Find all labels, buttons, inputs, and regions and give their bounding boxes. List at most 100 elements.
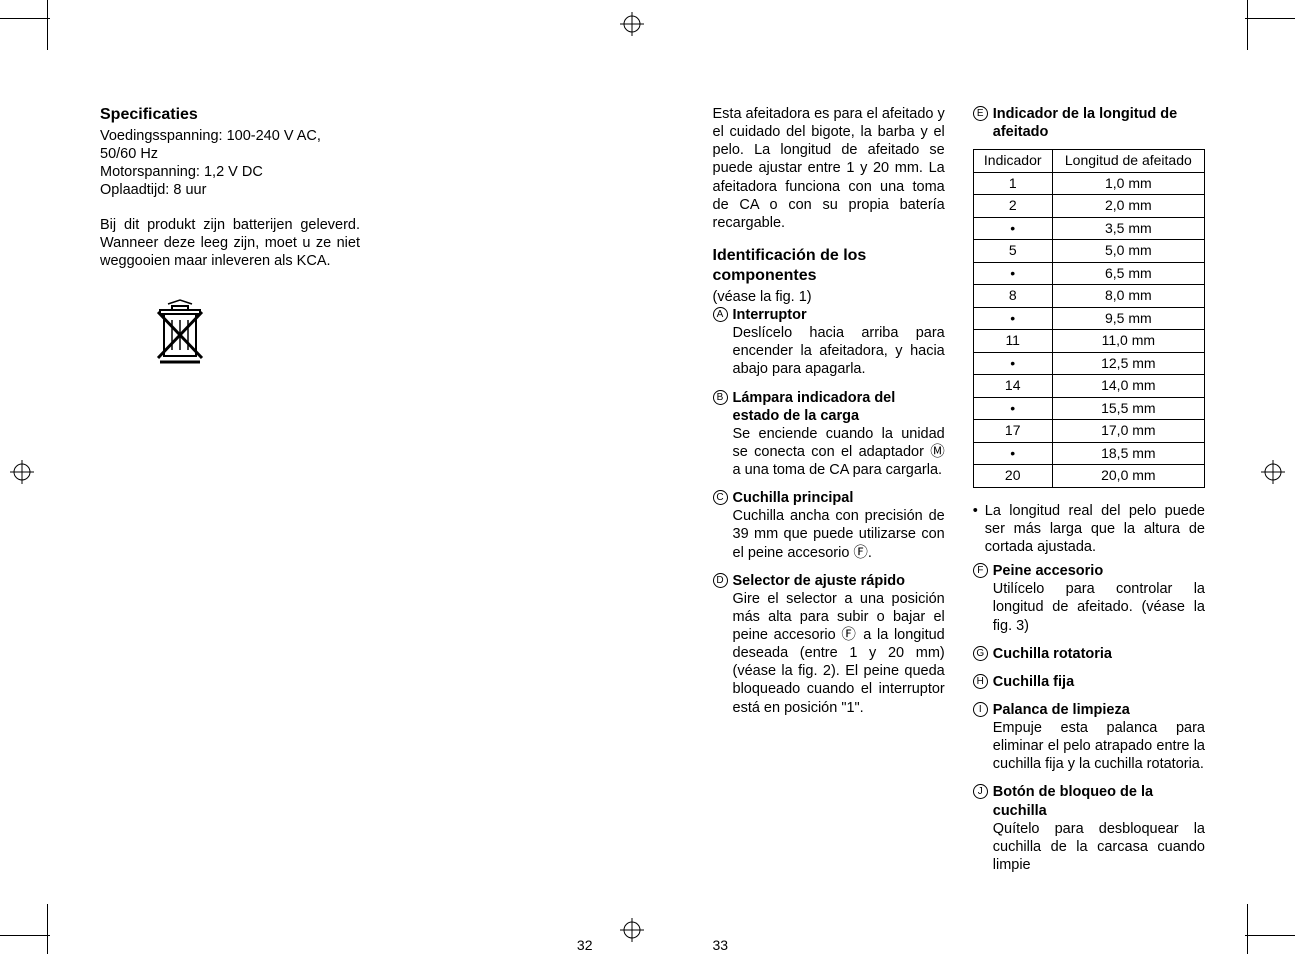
spec-line: Voedingsspanning: 100-240 V AC, 50/60 Hz: [100, 127, 360, 163]
table-cell: 8: [973, 285, 1052, 308]
component-title: Peine accesorio: [993, 563, 1103, 579]
specs-heading: Specificaties: [100, 105, 360, 125]
component-body: Deslícelo hacia arriba para encender la …: [733, 324, 945, 378]
table-row: 55,0 mm: [973, 240, 1204, 263]
component-body: Quítelo para desbloquear la cuchilla de …: [993, 820, 1205, 874]
right-col-1: Esta afeitadora es para el afeitado y el…: [713, 105, 945, 894]
table-cell: 11,0 mm: [1052, 330, 1204, 353]
component-marker: A: [713, 307, 728, 322]
table-row: 22,0 mm: [973, 195, 1204, 218]
table-cell: 18,5 mm: [1052, 442, 1204, 465]
table-header: Indicador: [973, 150, 1052, 173]
page-right: Esta afeitadora es para el afeitado y el…: [653, 105, 1206, 894]
table-cell: 11: [973, 330, 1052, 353]
right-col-2: E Indicador de la longitud de afeitado I…: [973, 105, 1205, 894]
component-item: BLámpara indicadora del estado de la car…: [713, 389, 945, 480]
component-title: Selector de ajuste rápido: [733, 573, 905, 589]
crop-mark: [1245, 18, 1295, 19]
crop-mark: [1247, 904, 1248, 954]
table-row: •15,5 mm: [973, 397, 1204, 420]
table-cell: 17,0 mm: [1052, 420, 1204, 443]
page-number: 33: [713, 937, 729, 954]
component-item: CCuchilla principalCuchilla ancha con pr…: [713, 489, 945, 562]
component-item: DSelector de ajuste rápidoGire el select…: [713, 572, 945, 717]
page-spread: Specificaties Voedingsspanning: 100-240 …: [0, 0, 1295, 954]
table-cell: 20,0 mm: [1052, 465, 1204, 488]
table-cell: 5: [973, 240, 1052, 263]
section-note: (véase la fig. 1): [713, 288, 945, 306]
table-cell: 12,5 mm: [1052, 352, 1204, 375]
table-cell: 1: [973, 172, 1052, 195]
component-body: Cuchilla ancha con precisión de 39 mm qu…: [733, 507, 945, 561]
component-item: IPalanca de limpiezaEmpuje esta palanca …: [973, 701, 1205, 774]
table-row: 2020,0 mm: [973, 465, 1204, 488]
table-cell: •: [973, 217, 1052, 240]
page-left: Specificaties Voedingsspanning: 100-240 …: [100, 105, 653, 894]
component-body: Empuje esta palanca para eliminar el pel…: [993, 719, 1205, 773]
component-item: J Botón de bloqueo de la cuchillaQuítelo …: [973, 783, 1205, 874]
crop-mark: [47, 0, 48, 50]
component-marker: G: [973, 646, 988, 661]
table-cell: 1,0 mm: [1052, 172, 1204, 195]
table-cell: •: [973, 262, 1052, 285]
crop-mark: [1245, 935, 1295, 936]
table-cell: 2: [973, 195, 1052, 218]
component-body: Utilícelo para controlar la longitud de …: [993, 580, 1205, 634]
component-title: Botón de bloqueo de la cuchilla: [993, 784, 1153, 818]
component-title: Cuchilla fija: [993, 674, 1074, 690]
table-row: •6,5 mm: [973, 262, 1204, 285]
component-marker: D: [713, 573, 728, 588]
registration-mark-icon: [620, 918, 644, 942]
table-cell: 2,0 mm: [1052, 195, 1204, 218]
table-cell: •: [973, 442, 1052, 465]
table-row: •12,5 mm: [973, 352, 1204, 375]
table-cell: •: [973, 352, 1052, 375]
table-cell: 8,0 mm: [1052, 285, 1204, 308]
table-row: 1111,0 mm: [973, 330, 1204, 353]
table-header: Longitud de afeitado: [1052, 150, 1204, 173]
table-cell: 17: [973, 420, 1052, 443]
table-cell: 14,0 mm: [1052, 375, 1204, 398]
component-title: Interruptor: [733, 307, 807, 323]
component-marker: E: [973, 106, 988, 121]
crop-mark: [1247, 0, 1248, 50]
component-item: GCuchilla rotatoria: [973, 645, 1205, 663]
table-row: •9,5 mm: [973, 307, 1204, 330]
component-item: A InterruptorDeslícelo hacia arriba para …: [713, 306, 945, 379]
table-cell: 5,0 mm: [1052, 240, 1204, 263]
component-title: Palanca de limpieza: [993, 702, 1130, 718]
component-item: H Cuchilla fija: [973, 673, 1205, 691]
page-number: 32: [577, 937, 593, 954]
component-marker: B: [713, 390, 728, 405]
table-cell: 14: [973, 375, 1052, 398]
registration-mark-icon: [1261, 460, 1285, 484]
table-row: 11,0 mm: [973, 172, 1204, 195]
table-row: •3,5 mm: [973, 217, 1204, 240]
component-marker: J: [973, 784, 988, 799]
recycle-bin-icon: [150, 296, 210, 366]
component-marker: F: [973, 563, 988, 578]
component-body: Se enciende cuando la unidad se conecta …: [733, 425, 945, 479]
intro-paragraph: Esta afeitadora es para el afeitado y el…: [713, 105, 945, 232]
spec-line: Oplaadtijd: 8 uur: [100, 181, 360, 199]
table-cell: 9,5 mm: [1052, 307, 1204, 330]
components-heading: Identificación de los componentes: [713, 246, 945, 286]
trim-length-table: Indicador Longitud de afeitado 11,0 mm22…: [973, 149, 1205, 488]
table-row: 88,0 mm: [973, 285, 1204, 308]
table-cell: 20: [973, 465, 1052, 488]
crop-mark: [0, 18, 50, 19]
registration-mark-icon: [10, 460, 34, 484]
table-note: La longitud real del pelo puede ser más …: [973, 502, 1205, 556]
crop-mark: [0, 935, 50, 936]
component-item: F Peine accesorioUtilícelo para controlar…: [973, 562, 1205, 635]
table-cell: 6,5 mm: [1052, 262, 1204, 285]
table-row: 1717,0 mm: [973, 420, 1204, 443]
table-cell: •: [973, 397, 1052, 420]
battery-note: Bij dit produkt zijn batterijen geleverd…: [100, 216, 360, 270]
table-row: 1414,0 mm: [973, 375, 1204, 398]
table-cell: 3,5 mm: [1052, 217, 1204, 240]
spec-line: Motorspanning: 1,2 V DC: [100, 163, 360, 181]
component-marker: H: [973, 674, 988, 689]
registration-mark-icon: [620, 12, 644, 36]
table-cell: 15,5 mm: [1052, 397, 1204, 420]
